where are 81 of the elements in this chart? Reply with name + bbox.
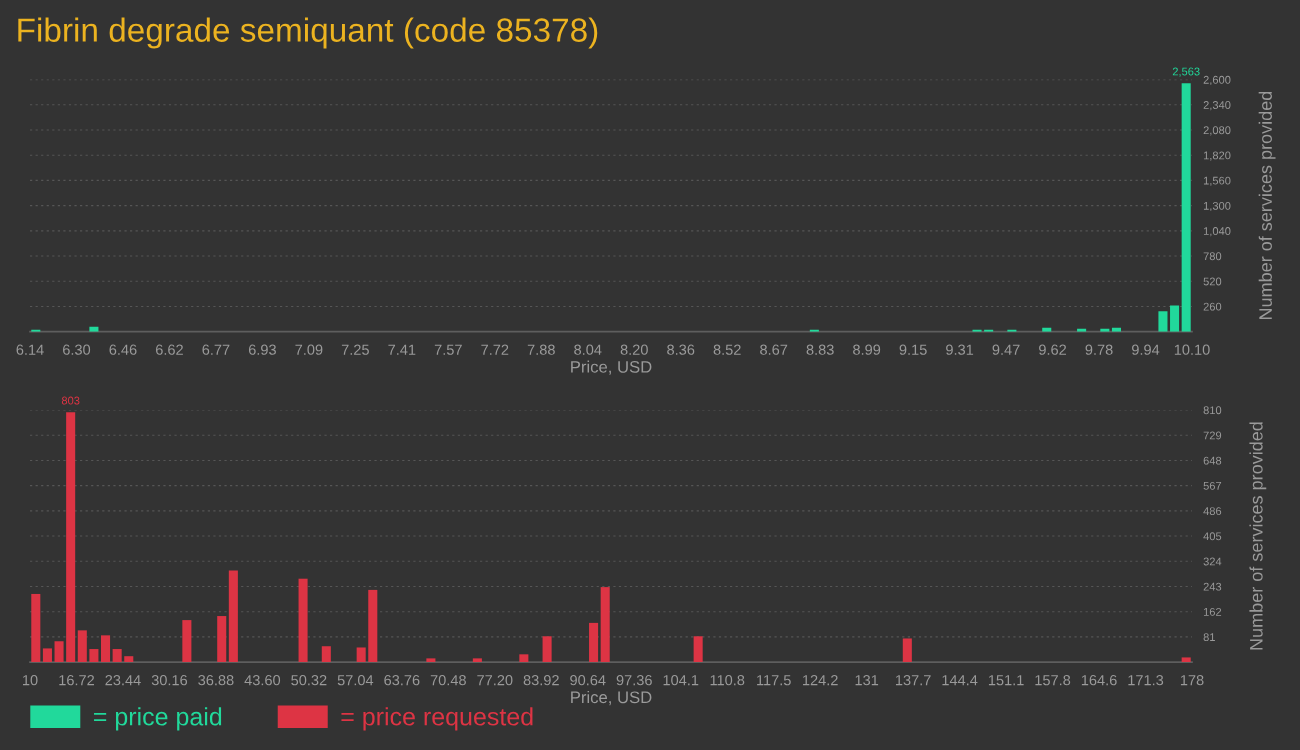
y-tick-label: 486 [1203, 507, 1222, 515]
x-tick-label: 9.15 [899, 344, 927, 355]
chart-title: Fibrin degrade semiquant (code 85378) [18, 17, 598, 49]
x-tick-label: 83.92 [523, 674, 559, 686]
x-tick-label: 6.14 [16, 344, 44, 355]
x-tick-label: 70.48 [430, 674, 466, 686]
y-tick-label: 2,600 [1203, 75, 1231, 86]
y-tick-label: 1,820 [1203, 151, 1231, 161]
x-tick-label: 30.16 [151, 674, 188, 686]
y-tick-label: 567 [1203, 481, 1222, 490]
x-tick-label: 8.67 [760, 344, 788, 355]
y-tick-label: 729 [1203, 431, 1222, 440]
x-tick-label: 8.04 [574, 344, 602, 355]
x-tick-label: 7.41 [388, 344, 416, 355]
x-tick-label: 97.36 [616, 674, 652, 686]
x-tick-label: 7.25 [341, 344, 369, 355]
x-tick-label: 6.93 [248, 344, 276, 355]
y-tick-label: 405 [1203, 532, 1222, 541]
x-tick-label: 6.46 [109, 344, 137, 355]
y-tick-label: 1,560 [1203, 176, 1231, 186]
x-tick-label: 7.88 [527, 344, 555, 355]
x-axis-title: Price, USD [571, 690, 652, 706]
x-tick-label: 8.36 [667, 344, 695, 355]
x-tick-label: 50.32 [291, 674, 327, 686]
data-label: 803 [61, 396, 80, 405]
y-tick-label: 260 [1203, 302, 1222, 311]
y-tick-label: 243 [1203, 582, 1222, 591]
x-tick-label: 104.1 [663, 674, 699, 686]
x-tick-label: 9.31 [946, 344, 974, 355]
x-tick-label: 9.78 [1085, 344, 1113, 355]
x-tick-label: 8.20 [620, 344, 648, 355]
x-tick-label: 110.8 [710, 674, 745, 686]
x-tick-label: 131 [855, 674, 879, 686]
y-axis-title: Number of services provided [1249, 422, 1267, 650]
x-tick-label: 157.8 [1035, 674, 1071, 686]
data-label: 2,563 [1172, 67, 1200, 77]
x-axis-title: Price, USD [571, 360, 652, 375]
x-tick-label: 6.30 [63, 344, 91, 355]
x-tick-label: 23.44 [105, 674, 141, 686]
x-tick-label: 137.7 [895, 674, 931, 686]
x-tick-label: 6.62 [155, 344, 183, 355]
y-tick-label: 810 [1203, 406, 1222, 415]
x-tick-label: 9.47 [992, 344, 1020, 355]
y-tick-label: 2,080 [1203, 126, 1231, 136]
x-tick-label: 9.62 [1039, 344, 1067, 355]
x-tick-label: 178 [1180, 674, 1204, 686]
x-tick-label: 124.2 [803, 674, 838, 686]
y-tick-label: 162 [1203, 607, 1222, 616]
x-tick-label: 10.10 [1174, 344, 1210, 355]
y-tick-label: 780 [1203, 252, 1222, 261]
y-tick-label: 648 [1203, 456, 1222, 465]
x-tick-label: 7.09 [295, 344, 323, 355]
legend-label: = price requested [341, 707, 533, 731]
x-tick-label: 10 [23, 674, 38, 686]
x-tick-label: 90.64 [570, 674, 606, 686]
x-tick-label: 8.99 [853, 344, 881, 355]
y-tick-label: 1,040 [1203, 227, 1231, 237]
y-tick-label: 2,340 [1203, 101, 1231, 111]
y-tick-label: 520 [1203, 277, 1222, 286]
x-tick-label: 117.5 [757, 675, 791, 686]
x-tick-label: 151.1 [988, 675, 1024, 686]
x-tick-label: 63.76 [384, 674, 420, 686]
x-tick-label: 16.72 [59, 674, 94, 686]
x-tick-label: 7.57 [434, 344, 462, 355]
x-tick-label: 43.60 [244, 674, 281, 686]
y-tick-label: 81 [1203, 633, 1215, 642]
x-tick-label: 57.04 [337, 674, 374, 686]
x-tick-label: 171.3 [1128, 674, 1164, 686]
y-tick-label: 1,300 [1203, 201, 1231, 212]
legend-label: = price paid [94, 707, 222, 731]
x-tick-label: 7.72 [481, 344, 509, 355]
x-tick-label: 164.6 [1081, 674, 1117, 686]
y-tick-label: 324 [1203, 557, 1222, 566]
x-tick-label: 9.94 [1132, 344, 1160, 355]
x-tick-label: 144.4 [942, 675, 978, 686]
x-tick-label: 6.77 [202, 344, 230, 355]
x-tick-label: 77.20 [477, 674, 513, 686]
y-axis-title: Number of services provided [1258, 91, 1276, 320]
x-tick-label: 8.83 [806, 344, 834, 355]
x-tick-label: 36.88 [198, 674, 234, 686]
x-tick-label: 8.52 [713, 344, 741, 355]
